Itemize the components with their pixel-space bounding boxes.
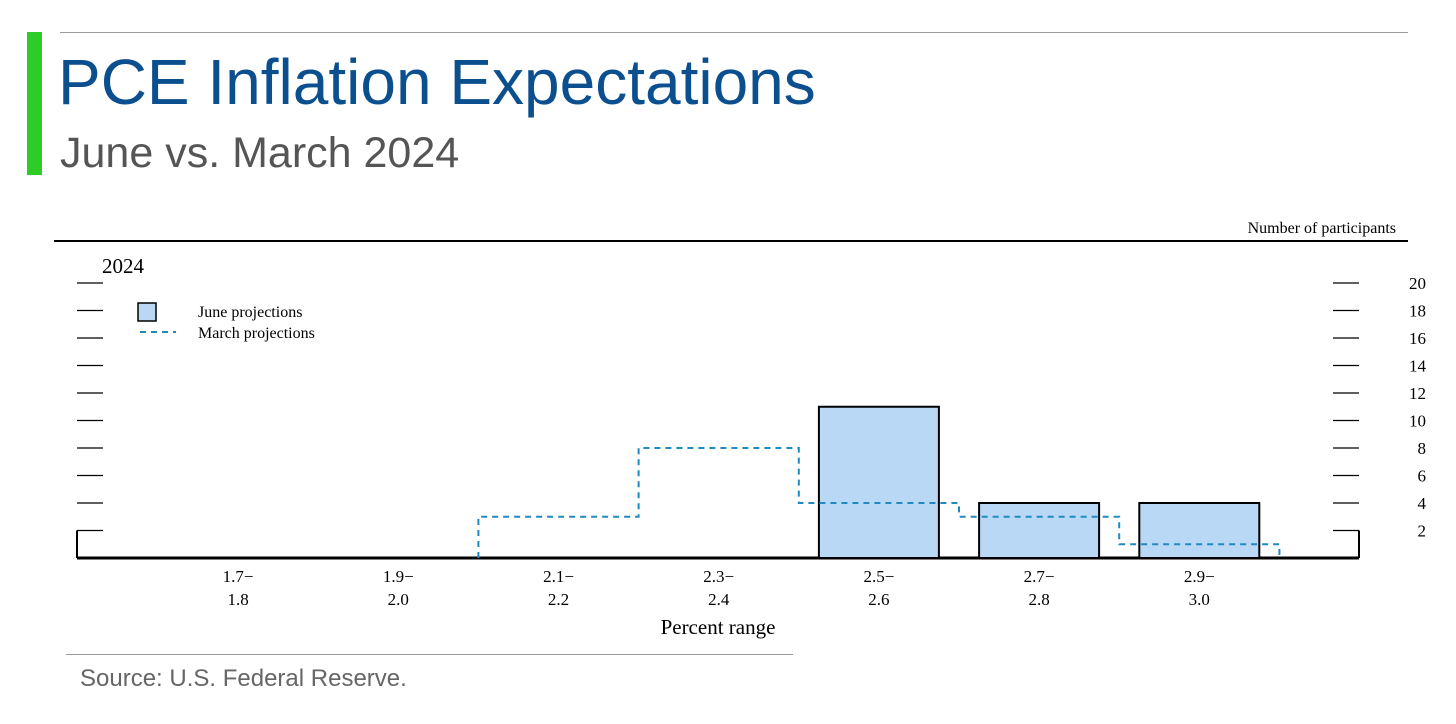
x-axis-title: Percent range [661, 615, 776, 639]
march-projection-line [477, 447, 1281, 558]
y-tick-label: 10 [1409, 412, 1426, 431]
y-tick-label: 8 [1418, 439, 1427, 458]
x-tick-label-top: 2.3− [703, 567, 734, 586]
legend-june-swatch [137, 302, 157, 322]
x-tick-label-top: 1.7− [223, 567, 254, 586]
x-tick-label-bottom: 2.6 [868, 590, 889, 609]
chart-marks: 2 4 6 8 10 12 14 16 18 20 1.7− 1.8 1.9− 2.0 2.1− 2.2 2.3… [76, 274, 1427, 609]
y-tick-label: 20 [1409, 274, 1426, 293]
legend-june-label: June projections [198, 304, 302, 321]
top-rule [60, 32, 1408, 33]
x-tick-label-bottom: 3.0 [1189, 590, 1210, 609]
x-tick-label-bottom: 2.0 [388, 590, 409, 609]
legend-march-label: March projections [198, 325, 315, 342]
june-bar [1138, 502, 1261, 559]
x-tick-label-top: 2.5− [863, 567, 894, 586]
y-tick-label: 16 [1409, 329, 1426, 348]
x-tick-label-bottom: 2.8 [1028, 590, 1049, 609]
x-tick-label-bottom: 1.8 [227, 590, 248, 609]
y-tick-label: 2 [1418, 522, 1427, 541]
y-tick-label: 12 [1409, 384, 1426, 403]
x-tick-label-bottom: 2.4 [708, 590, 730, 609]
page-subtitle: June vs. March 2024 [60, 129, 460, 177]
y-tick-label: 14 [1409, 357, 1427, 376]
source-rule [66, 654, 793, 655]
source-note: Source: U.S. Federal Reserve. [80, 665, 407, 692]
x-tick-label-top: 1.9− [383, 567, 414, 586]
x-tick-label-top: 2.9− [1184, 567, 1215, 586]
page-title: PCE Inflation Expectations [58, 46, 816, 118]
x-tick-label-bottom: 2.2 [548, 590, 569, 609]
y-tick-label: 18 [1409, 302, 1426, 321]
panel-label: 2024 [102, 254, 145, 278]
june-bar [978, 502, 1101, 559]
y-axis-title: Number of participants [1248, 220, 1396, 237]
x-tick-label-top: 2.7− [1024, 567, 1055, 586]
y-tick-label: 6 [1418, 467, 1427, 486]
june-bar [817, 405, 940, 559]
accent-bar [27, 32, 42, 175]
y-tick-label: 4 [1418, 494, 1427, 513]
x-tick-label-top: 2.1− [543, 567, 574, 586]
